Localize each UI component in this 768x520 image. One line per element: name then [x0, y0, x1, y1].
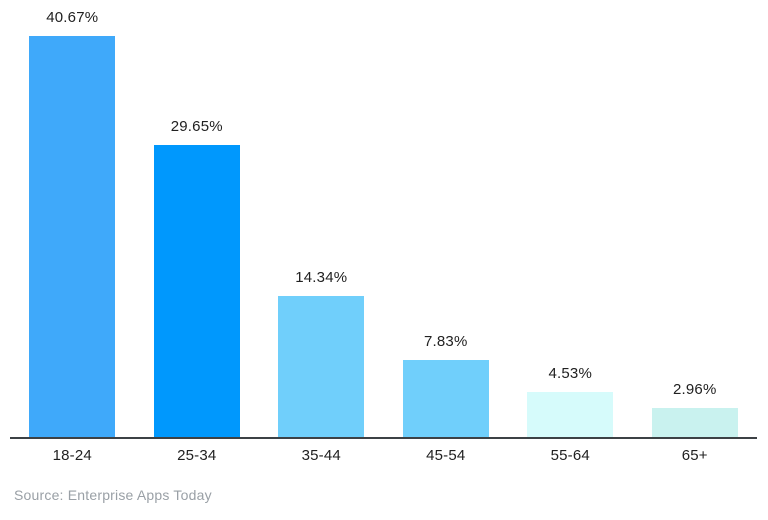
bar-group: 7.83%: [384, 3, 509, 437]
bar-value-label: 14.34%: [295, 269, 348, 286]
source-caption: Source: Enterprise Apps Today: [14, 487, 212, 503]
bar: [402, 360, 489, 437]
x-axis-label: 65+: [681, 447, 708, 464]
x-axis-label: 25-34: [177, 447, 217, 464]
bar-group: 4.53%: [508, 3, 633, 437]
bar-value-label: 29.65%: [170, 118, 223, 135]
bar: [527, 392, 614, 437]
x-axis-labels: 18-24 25-34 35-44 45-54 55-64 65+: [10, 446, 757, 466]
bar-value-label: 4.53%: [548, 365, 593, 382]
bar-value-label: 2.96%: [672, 381, 717, 398]
bar-group: 40.67%: [10, 3, 135, 437]
bar-group: 2.96%: [633, 3, 758, 437]
x-axis-label: 18-24: [52, 447, 92, 464]
x-axis-label: 35-44: [301, 447, 341, 464]
bar: [153, 145, 240, 437]
bar: [29, 36, 116, 437]
bar-value-label: 7.83%: [423, 333, 468, 350]
bar-group: 29.65%: [135, 3, 260, 437]
bar-value-label: 40.67%: [46, 9, 99, 26]
bar: [651, 408, 738, 437]
x-axis-label: 45-54: [426, 447, 466, 464]
bar: [278, 296, 365, 437]
bar-group: 14.34%: [259, 3, 384, 437]
x-axis-line: [10, 437, 757, 439]
x-axis-label: 55-64: [550, 447, 590, 464]
plot-area: 40.67% 29.65% 14.34% 7.83% 4.53% 2.96%: [10, 3, 757, 437]
